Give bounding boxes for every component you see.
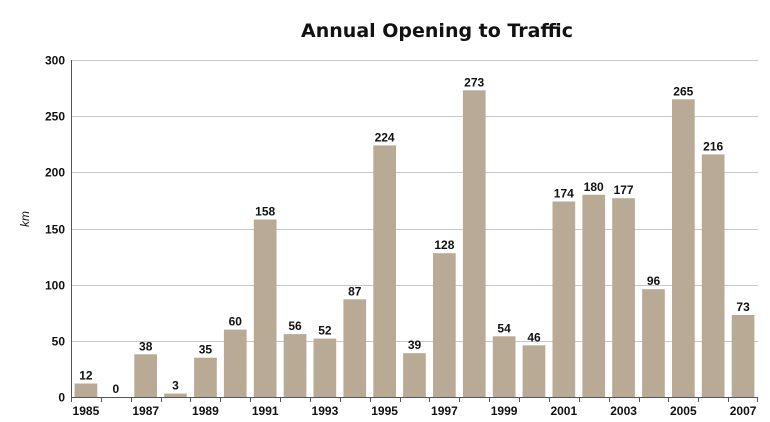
x-tick-label: 1999 — [491, 404, 518, 418]
y-tick-label: 300 — [45, 54, 65, 68]
x-tick-label: 1993 — [312, 404, 339, 418]
bar-value-label: 158 — [255, 205, 275, 219]
bar-value-label: 60 — [229, 315, 243, 329]
bar — [373, 145, 396, 397]
bar-value-label: 180 — [584, 180, 604, 194]
bar — [492, 336, 516, 397]
x-axis-ticks: 1985 1987 1989 1991 1993 1995 1997 1999 2001 2003… — [71, 397, 758, 418]
bar — [672, 99, 695, 398]
bar — [701, 154, 725, 397]
bar — [253, 219, 277, 397]
y-tick-label: 50 — [52, 335, 66, 349]
bar-value-label: 265 — [673, 84, 693, 98]
x-tick-label: 2005 — [670, 404, 697, 418]
bar-value-label: 0 — [112, 382, 119, 396]
bar-value-label: 174 — [554, 187, 574, 201]
bar-value-label: 73 — [736, 300, 750, 314]
bar-value-label: 273 — [464, 75, 484, 89]
value-labels: 12 0 38 3 35 60 158 56 52 87 224 39 128 273 54 46 174 180… — [79, 75, 750, 396]
bar — [403, 353, 426, 397]
bar — [134, 354, 157, 397]
y-axis-ticks: 0 50 100 150 200 250 300 — [45, 54, 65, 405]
y-tick-label: 150 — [45, 223, 65, 237]
bar — [164, 393, 187, 397]
bar-value-label: 35 — [199, 343, 213, 357]
bar — [194, 357, 217, 397]
bar-value-label: 3 — [172, 379, 179, 393]
bar-value-label: 96 — [647, 274, 661, 288]
bar — [522, 345, 546, 397]
bar-value-label: 52 — [318, 324, 332, 338]
bar — [612, 198, 635, 397]
bar-value-label: 177 — [614, 183, 634, 197]
x-tick-label: 2001 — [550, 404, 577, 418]
chart-title: Annual Opening to Traffic — [301, 20, 573, 42]
bar — [74, 383, 98, 397]
bar — [223, 329, 247, 397]
x-tick-label: 2003 — [610, 404, 637, 418]
bar — [582, 194, 606, 397]
x-tick-label: 1997 — [431, 404, 458, 418]
bar — [433, 253, 456, 397]
bar — [731, 315, 755, 397]
y-tick-label: 250 — [45, 110, 65, 124]
bar-value-label: 54 — [497, 321, 511, 335]
bar — [552, 201, 576, 397]
bar-value-label: 216 — [703, 139, 723, 153]
bar-value-label: 38 — [139, 339, 153, 353]
x-tick-label: 1991 — [252, 404, 279, 418]
bar — [343, 299, 367, 397]
x-tick-label: 1985 — [73, 404, 100, 418]
bar — [462, 90, 486, 398]
bar-value-label: 128 — [434, 238, 454, 252]
bar-value-label: 12 — [79, 369, 93, 383]
bar-value-label: 224 — [375, 130, 395, 144]
y-tick-label: 0 — [58, 391, 65, 405]
x-tick-label: 1987 — [132, 404, 159, 418]
x-tick-label: 2007 — [730, 404, 757, 418]
bar — [313, 338, 337, 397]
bar-value-label: 87 — [348, 284, 362, 298]
x-tick-label: 1995 — [371, 404, 398, 418]
bar-value-label: 39 — [408, 338, 422, 352]
y-tick-label: 200 — [45, 166, 65, 180]
bar-value-label: 46 — [527, 330, 541, 344]
bar-value-label: 56 — [288, 319, 302, 333]
y-tick-label: 100 — [45, 279, 65, 293]
y-axis-label: km — [18, 211, 32, 227]
x-tick-label: 1989 — [192, 404, 219, 418]
bars — [74, 90, 755, 398]
bar — [642, 289, 665, 397]
bar — [283, 334, 307, 397]
